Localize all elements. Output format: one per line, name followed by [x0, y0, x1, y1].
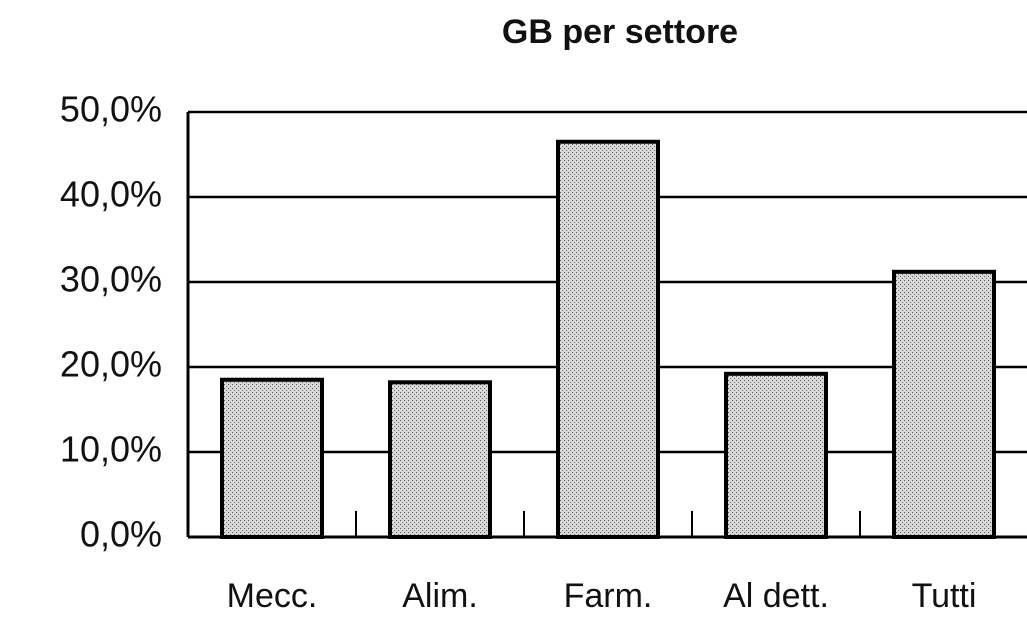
bar — [220, 377, 324, 539]
bar — [556, 139, 660, 539]
x-tick-label: Mecc. — [227, 577, 318, 615]
y-tick-label: 10,0% — [60, 429, 162, 470]
y-tick-label: 0,0% — [80, 514, 162, 555]
x-tick-label: Tutti — [912, 577, 977, 615]
x-tick-label: Farm. — [564, 577, 653, 615]
bar — [892, 269, 996, 539]
y-tick-label: 20,0% — [60, 344, 162, 385]
bar — [388, 380, 492, 539]
x-tick-label: Alim. — [402, 577, 478, 615]
y-tick-label: 30,0% — [60, 259, 162, 300]
chart-title: GB per settore — [502, 13, 738, 51]
y-tick-label: 50,0% — [60, 89, 162, 130]
bar — [724, 371, 828, 539]
x-tick-label: Al dett. — [723, 577, 829, 615]
y-tick-label: 40,0% — [60, 174, 162, 215]
